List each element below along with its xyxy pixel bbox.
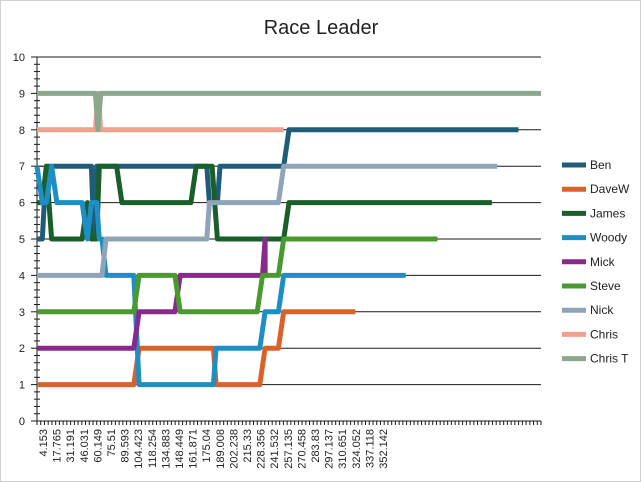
x-tick-label: 257.135 [283,429,295,469]
legend: Ben DaveW James Woody Mick Steve Nick Chris Chri… [562,158,630,366]
x-tick-label: 75.51 [106,429,118,457]
x-tick-label: 46.031 [79,429,91,463]
y-tick-label-2: 2 [19,343,25,355]
y-axis-tick-labels: 0 1 2 3 4 5 6 7 8 9 10 [13,52,25,428]
chart-title: Race Leader [264,17,379,39]
x-tick-label: 352.142 [378,429,390,469]
y-tick-label-5: 5 [19,234,25,246]
x-tick-label: 134.883 [160,429,172,469]
x-tick-label: 228.356 [256,429,268,469]
x-tick-label: 60.149 [92,429,104,463]
x-tick-label: 161.871 [188,429,200,469]
x-tick-label: 189.008 [215,429,227,469]
y-tick-label-1: 1 [19,380,25,392]
x-tick-label: 202.238 [228,429,240,469]
series-line-mick [37,236,268,351]
y-tick-label-0: 0 [19,416,25,428]
series-line-james [37,163,492,242]
x-tick-label: 4.153 [38,429,50,457]
y-tick-label-9: 9 [19,88,25,100]
x-tick-label: 297.137 [324,429,336,469]
x-tick-label: 118.254 [147,429,159,468]
x-tick-label: 215.33 [242,429,254,463]
legend-label-ben: Ben [590,158,611,172]
x-tick-label: 104.423 [133,429,145,469]
legend-label-davew: DaveW [590,182,630,196]
legend-label-steve: Steve [590,279,621,293]
x-tick-label: 148.449 [174,429,186,469]
series-line-nick [37,163,498,278]
series-lines [34,90,541,388]
legend-label-mick: Mick [590,255,616,269]
x-tick-label: 17.765 [52,429,64,463]
y-tick-label-3: 3 [19,307,25,319]
x-tick-label: 270.458 [296,429,308,469]
y-tick-label-6: 6 [19,198,25,210]
legend-label-nick: Nick [590,303,614,317]
legend-label-chris-t: Chris T [590,352,629,366]
x-tick-label: 324.052 [351,429,363,469]
y-tick-label-7: 7 [19,161,25,173]
x-axis-tick-labels: 4.153 17.765 31.191 46.031 60.149 75.51 89.593… [38,429,390,469]
legend-label-woody: Woody [590,231,627,245]
series-line-woody [34,163,406,388]
y-tick-label-10: 10 [13,52,25,64]
legend-label-james: James [590,206,625,220]
x-tick-label: 89.593 [120,429,132,463]
x-tick-label: 283.83 [310,429,322,463]
series-line-chris-t [37,90,541,133]
series-line-steve [37,236,438,315]
x-tick-label: 31.191 [65,429,77,463]
series-line-ben [37,127,519,242]
x-tick-label: 337.118 [364,429,376,468]
series-line-chris [37,90,284,133]
y-tick-label-8: 8 [19,125,25,137]
y-tick-label-4: 4 [19,270,25,282]
x-tick-label: 241.532 [269,429,281,469]
x-tick-label: 175.04 [201,429,213,463]
grid-lines [37,56,541,386]
legend-label-chris: Chris [590,327,618,341]
x-tick-label: 310.651 [337,429,349,469]
